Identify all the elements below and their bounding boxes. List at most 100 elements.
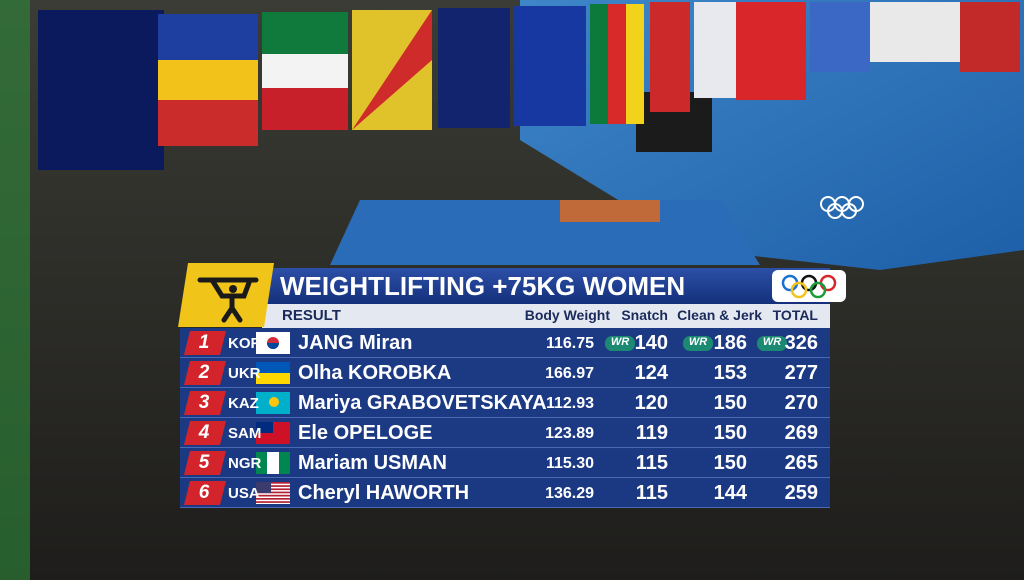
athlete-name: JANG Miran bbox=[298, 332, 413, 354]
flag-stripe bbox=[256, 494, 290, 497]
flag-stripe bbox=[256, 482, 290, 484]
column-header: Clean & Jerk bbox=[677, 307, 762, 323]
flag bbox=[256, 422, 273, 433]
flag bbox=[870, 2, 960, 62]
athlete-name: Ele OPELOGE bbox=[298, 422, 433, 444]
flag bbox=[38, 10, 164, 170]
rank: 5 bbox=[198, 452, 210, 473]
rank-badge bbox=[184, 421, 226, 445]
snatch: 140 bbox=[634, 332, 668, 354]
title-bar bbox=[262, 268, 830, 304]
ring bbox=[790, 281, 808, 299]
row-divider bbox=[180, 417, 830, 418]
row-divider bbox=[180, 357, 830, 358]
flag-stripe bbox=[256, 488, 290, 491]
clean-jerk: 144 bbox=[713, 482, 747, 504]
body-weight: 123.89 bbox=[545, 425, 594, 442]
rank-badge bbox=[184, 331, 226, 355]
record-badge bbox=[757, 336, 787, 351]
left-pillar bbox=[0, 0, 30, 580]
rank-badge bbox=[184, 361, 226, 385]
flag bbox=[810, 2, 870, 72]
clean-jerk: 150 bbox=[713, 392, 747, 414]
ring bbox=[809, 281, 827, 299]
clean-jerk: 150 bbox=[713, 452, 747, 474]
flag-stripe bbox=[256, 485, 290, 487]
rank: 4 bbox=[198, 422, 210, 443]
flag-stripe bbox=[256, 501, 290, 503]
olympic-logo bbox=[772, 270, 846, 302]
snatch: 115 bbox=[635, 482, 668, 504]
olympic-rings bbox=[781, 274, 837, 299]
column-header: Body Weight bbox=[524, 307, 610, 323]
flag bbox=[256, 373, 290, 384]
athlete-name: Cheryl HAWORTH bbox=[298, 482, 470, 504]
flag-stripe bbox=[256, 491, 290, 494]
title: WEIGHTLIFTING +75KG WOMEN bbox=[280, 271, 686, 301]
body-weight: 115.30 bbox=[545, 455, 594, 472]
flag bbox=[279, 452, 290, 474]
record-label: WR bbox=[762, 336, 782, 348]
column-header: Snatch bbox=[621, 307, 668, 323]
rank: 6 bbox=[198, 482, 210, 503]
body-weight: 112.93 bbox=[545, 395, 594, 412]
ring bbox=[841, 203, 857, 219]
arena-floor bbox=[330, 200, 760, 265]
header-row bbox=[262, 304, 830, 328]
country-code: NGR bbox=[228, 455, 262, 472]
flag bbox=[960, 2, 1020, 72]
flag bbox=[650, 2, 690, 112]
snatch: 124 bbox=[634, 362, 668, 384]
country-code: KOR bbox=[228, 335, 262, 352]
body-weight: 116.75 bbox=[545, 335, 594, 352]
rows bbox=[180, 331, 830, 508]
rank-badge bbox=[184, 481, 226, 505]
subtitle: RESULT bbox=[282, 307, 341, 324]
country-code: KAZ bbox=[228, 395, 259, 412]
body-weight: 166.97 bbox=[545, 365, 594, 382]
country-code: SAM bbox=[228, 425, 262, 442]
row-divider bbox=[180, 477, 830, 478]
clean-jerk: 186 bbox=[713, 332, 747, 354]
flag bbox=[256, 362, 290, 373]
record-badge bbox=[683, 336, 713, 351]
rank: 2 bbox=[198, 362, 210, 383]
snatch: 120 bbox=[634, 392, 668, 414]
flag bbox=[158, 14, 258, 60]
total: 270 bbox=[784, 392, 818, 414]
flag-emblem bbox=[267, 343, 279, 349]
record-label: WR bbox=[688, 336, 708, 348]
country-code: USA bbox=[228, 485, 260, 502]
flag bbox=[262, 12, 348, 54]
column-header: TOTAL bbox=[772, 307, 818, 323]
flag bbox=[158, 100, 258, 146]
wall-rings bbox=[820, 196, 864, 219]
lifter-pictogram bbox=[197, 277, 259, 323]
flag-stripe bbox=[626, 4, 644, 124]
flag bbox=[736, 2, 806, 100]
lifter-head bbox=[229, 285, 237, 293]
flag-stripe bbox=[590, 4, 608, 124]
snatch: 115 bbox=[635, 452, 668, 474]
total: 326 bbox=[784, 332, 818, 354]
flag-stripe bbox=[352, 10, 432, 130]
flag bbox=[262, 54, 348, 88]
country-code: UKR bbox=[228, 365, 261, 382]
flag bbox=[256, 452, 267, 474]
rank: 1 bbox=[198, 332, 210, 353]
record-badge bbox=[605, 336, 635, 351]
rank-badge bbox=[184, 451, 226, 475]
record-label: WR bbox=[610, 336, 630, 348]
clean-jerk: 150 bbox=[713, 422, 747, 444]
total: 269 bbox=[784, 422, 818, 444]
flag bbox=[158, 60, 258, 100]
flag bbox=[256, 482, 271, 493]
athlete-name: Mariam USMAN bbox=[298, 452, 447, 474]
body-weight: 136.29 bbox=[545, 485, 594, 502]
rank-badge bbox=[184, 391, 226, 415]
hanging-flags bbox=[38, 2, 1020, 170]
snatch: 119 bbox=[635, 422, 668, 444]
flag bbox=[438, 8, 510, 128]
